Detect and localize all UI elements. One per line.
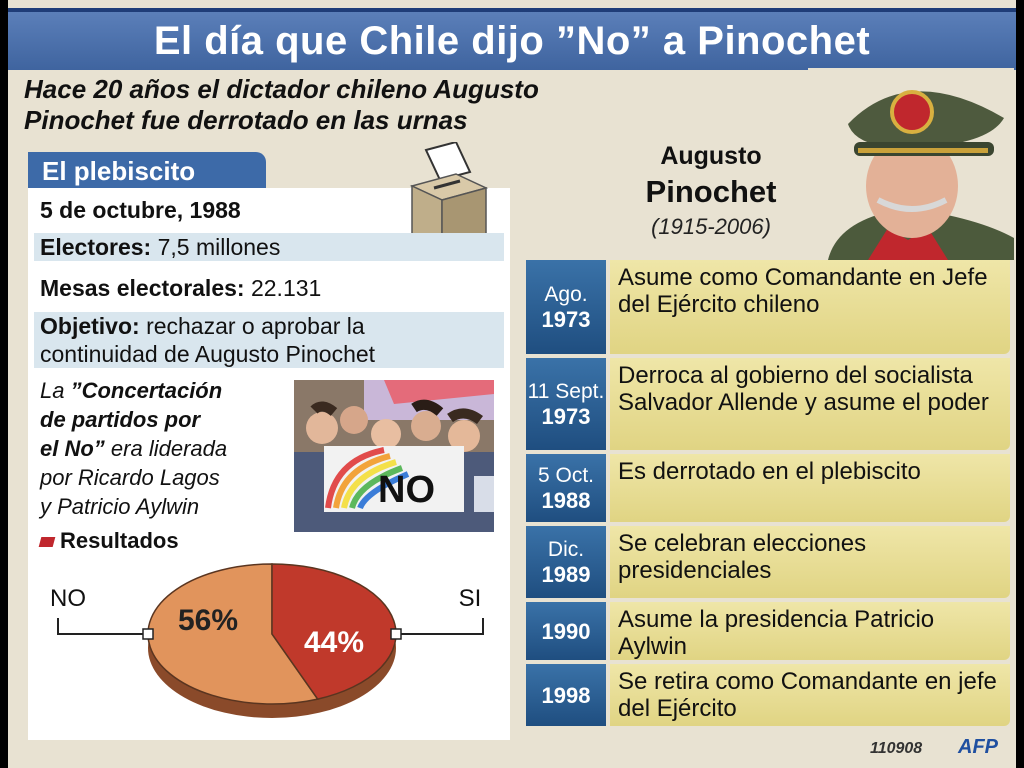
pie-label-si: 44% <box>304 626 364 659</box>
timeline-date: 1990 <box>526 602 606 660</box>
objetivo-row: Objetivo: rechazar o aprobar la continui… <box>34 312 504 368</box>
results-heading: Resultados <box>38 528 179 554</box>
protest-sign-text: NO <box>378 469 435 511</box>
timeline-text: Es derrotado en el plebiscito <box>610 454 1010 522</box>
timeline-date: 5 Oct. 1988 <box>526 454 606 522</box>
results-pie-chart: 56% 44% NO SI <box>50 563 484 718</box>
subtitle-line-2: Pinochet fue derrotado en las urnas <box>24 105 468 135</box>
person-last-name: Pinochet <box>645 174 777 209</box>
leader-line-no <box>57 618 148 635</box>
timeline-item: 11 Sept. 1973 Derroca al gobierno del soc… <box>526 358 1012 450</box>
plebiscito-date: 5 de octubre, 1988 <box>40 197 241 223</box>
timeline-date: Ago. 1973 <box>526 260 606 354</box>
afp-logo: AFP <box>958 736 998 758</box>
timeline-text: Asume como Comandante en Jefe del Ejérci… <box>610 260 1010 354</box>
leader-line-si <box>396 618 484 635</box>
timeline-text: Se celebran elecciones presidenciales <box>610 526 1010 598</box>
timeline-date: 11 Sept. 1973 <box>526 358 606 450</box>
page-title: El día que Chile dijo ”No” a Pinochet <box>153 19 871 63</box>
infographic: El día que Chile dijo ”No” a Pinochet Ha… <box>8 0 1016 768</box>
subtitle-line-1: Hace 20 años el dictador chileno Augusto <box>24 74 539 104</box>
timeline-text: Derroca al gobierno del socialista Salva… <box>610 358 1010 450</box>
pie-slice-no <box>147 563 319 705</box>
category-label-no: NO <box>50 585 86 612</box>
subtitle: Hace 20 años el dictador chileno Augusto… <box>24 74 784 136</box>
timeline-item: 1990 Asume la presidencia Patricio Aylwi… <box>526 602 1012 660</box>
title-bar: El día que Chile dijo ”No” a Pinochet <box>8 8 1016 70</box>
results-bullet-icon <box>38 537 56 548</box>
timeline-date: 1998 <box>526 664 606 726</box>
plebiscito-tab: El plebiscito <box>28 152 266 190</box>
timeline-date: Dic. 1989 <box>526 526 606 598</box>
timeline-text: Se retira como Comandante en jefe del Ej… <box>610 664 1010 726</box>
leader-marker-no <box>142 628 154 640</box>
timeline-item: 5 Oct. 1988 Es derrotado en el plebiscito <box>526 454 1012 522</box>
plebiscito-panel: 5 de octubre, 1988 Electores: 7,5 millon… <box>28 142 510 740</box>
plebiscito-tab-label: El plebiscito <box>42 156 196 186</box>
electores-row: Electores: 7,5 millones <box>34 233 504 261</box>
graphic-code: 110908 <box>870 740 923 757</box>
pie-label-no: 56% <box>178 604 238 637</box>
concertacion-text: La ”Concertación de partidos por el No” … <box>40 378 228 519</box>
timeline-item: 1998 Se retira como Comandante en jefe d… <box>526 664 1012 726</box>
pinochet-portrait <box>808 68 1014 260</box>
protest-photo: NO <box>294 380 494 532</box>
category-label-si: SI <box>459 585 482 612</box>
pie-slice-si <box>271 563 397 700</box>
mesas-row: Mesas electorales: 22.131 <box>40 275 322 301</box>
timeline-item: Dic. 1989 Se celebran elecciones presiden… <box>526 526 1012 598</box>
timeline-item: Ago. 1973 Asume como Comandante en Jefe d… <box>526 260 1012 354</box>
person-first-name: Augusto <box>660 142 762 170</box>
leader-marker-si <box>390 628 402 640</box>
person-years: (1915-2006) <box>651 214 771 239</box>
timeline-text: Asume la presidencia Patricio Aylwin <box>610 602 1010 660</box>
